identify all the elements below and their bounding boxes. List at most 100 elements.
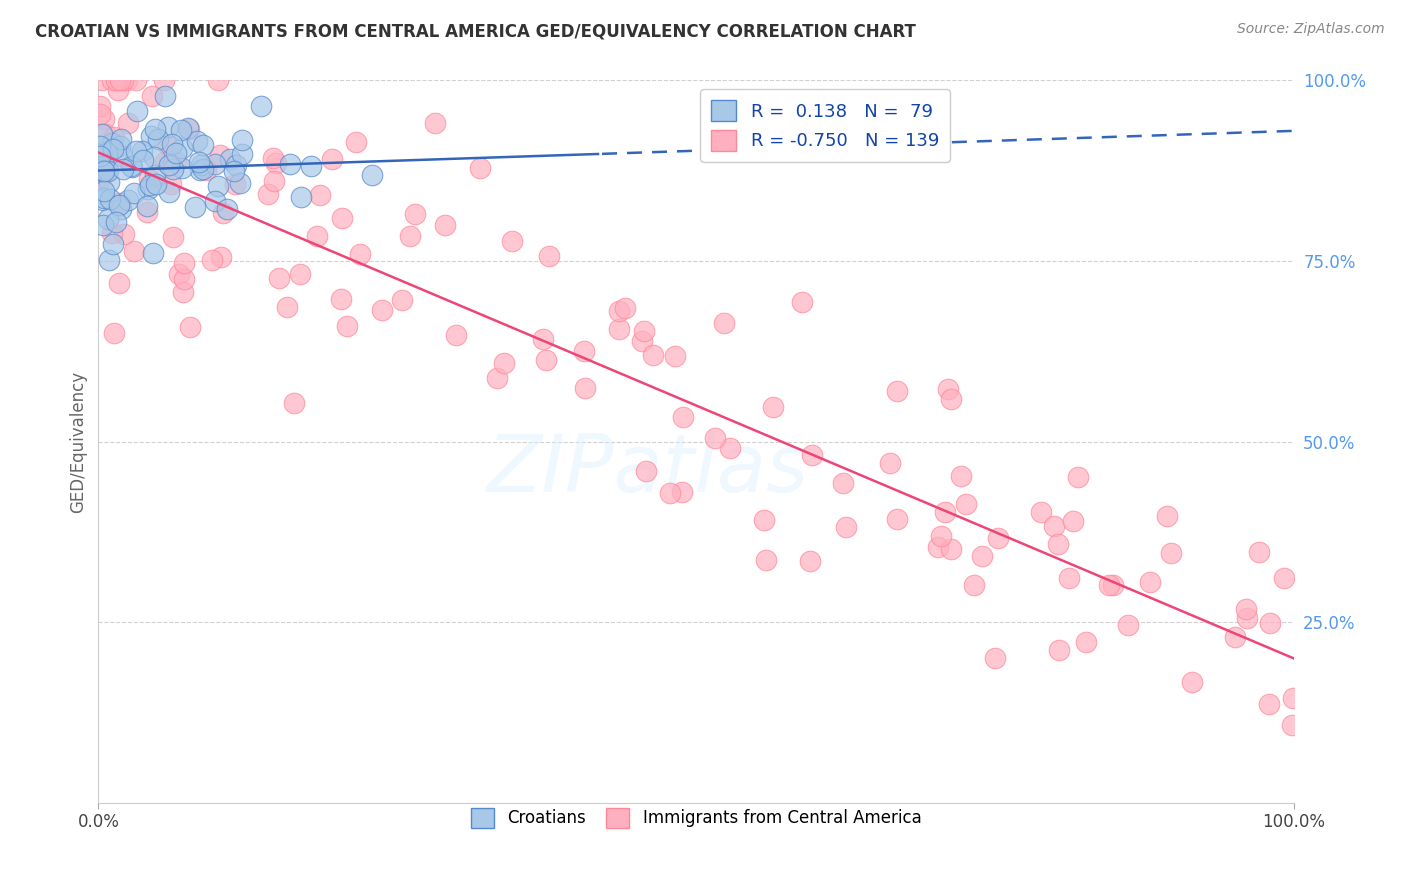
Point bbox=[835, 519, 858, 533]
Point bbox=[672, 409, 695, 424]
Point bbox=[204, 194, 226, 208]
Point bbox=[96, 164, 118, 178]
Point bbox=[262, 151, 284, 165]
Point bbox=[89, 98, 111, 112]
Point bbox=[1116, 618, 1139, 632]
Point bbox=[1272, 571, 1295, 585]
Point bbox=[264, 156, 287, 170]
Point bbox=[139, 178, 162, 193]
Point bbox=[97, 211, 120, 226]
Point bbox=[159, 177, 181, 191]
Point bbox=[201, 253, 224, 268]
Text: ZIPatlas: ZIPatlas bbox=[486, 432, 810, 509]
Point bbox=[120, 159, 142, 173]
Point bbox=[107, 82, 129, 96]
Point bbox=[754, 553, 776, 567]
Point bbox=[336, 318, 359, 333]
Point bbox=[704, 431, 727, 445]
Point bbox=[209, 250, 232, 264]
Point bbox=[107, 73, 129, 87]
Point bbox=[299, 159, 322, 173]
Point bbox=[799, 554, 821, 568]
Point bbox=[671, 485, 693, 500]
Point bbox=[101, 136, 124, 151]
Point bbox=[93, 191, 115, 205]
Point bbox=[170, 161, 193, 176]
Point bbox=[329, 292, 352, 306]
Point bbox=[156, 120, 179, 134]
Point bbox=[89, 170, 111, 185]
Point bbox=[762, 401, 785, 415]
Point bbox=[321, 152, 343, 166]
Point bbox=[468, 161, 491, 175]
Point bbox=[492, 356, 515, 370]
Point bbox=[218, 152, 240, 166]
Point bbox=[659, 486, 682, 500]
Point bbox=[188, 162, 211, 177]
Text: CROATIAN VS IMMIGRANTS FROM CENTRAL AMERICA GED/EQUIVALENCY CORRELATION CHART: CROATIAN VS IMMIGRANTS FROM CENTRAL AMER… bbox=[35, 22, 917, 40]
Point bbox=[574, 382, 596, 396]
Point bbox=[132, 153, 155, 167]
Point bbox=[290, 190, 312, 204]
Point bbox=[190, 158, 212, 172]
Text: Source: ZipAtlas.com: Source: ZipAtlas.com bbox=[1237, 22, 1385, 37]
Point bbox=[125, 145, 148, 159]
Point bbox=[987, 531, 1010, 545]
Point bbox=[222, 164, 245, 178]
Point bbox=[105, 73, 128, 87]
Point bbox=[212, 206, 235, 220]
Point bbox=[886, 384, 908, 398]
Point bbox=[188, 155, 211, 169]
Point bbox=[631, 334, 654, 348]
Point bbox=[801, 448, 824, 462]
Point bbox=[91, 145, 114, 159]
Point bbox=[360, 168, 382, 182]
Point bbox=[93, 112, 115, 126]
Point bbox=[1258, 697, 1281, 711]
Point bbox=[879, 456, 901, 470]
Point bbox=[105, 215, 128, 229]
Point bbox=[305, 228, 328, 243]
Point bbox=[349, 247, 371, 261]
Point bbox=[934, 505, 956, 519]
Point bbox=[101, 226, 124, 240]
Point bbox=[172, 285, 194, 299]
Point bbox=[224, 177, 246, 191]
Point bbox=[263, 174, 285, 188]
Point bbox=[283, 395, 305, 409]
Point bbox=[111, 161, 134, 176]
Point bbox=[183, 200, 205, 214]
Point bbox=[122, 186, 145, 200]
Point bbox=[250, 99, 273, 113]
Point bbox=[1258, 615, 1281, 630]
Point bbox=[344, 135, 367, 149]
Point bbox=[938, 383, 960, 397]
Point bbox=[941, 541, 963, 556]
Point bbox=[193, 161, 215, 176]
Point bbox=[1225, 630, 1247, 644]
Point bbox=[963, 577, 986, 591]
Point bbox=[145, 177, 167, 191]
Point bbox=[91, 218, 114, 232]
Point bbox=[1181, 674, 1204, 689]
Point bbox=[1042, 518, 1064, 533]
Point bbox=[89, 107, 111, 121]
Point bbox=[1282, 690, 1305, 705]
Point bbox=[1047, 643, 1070, 657]
Point bbox=[425, 116, 447, 130]
Point bbox=[131, 145, 153, 159]
Point bbox=[229, 176, 252, 190]
Point bbox=[90, 158, 112, 172]
Point bbox=[142, 246, 165, 260]
Point bbox=[101, 142, 124, 156]
Point bbox=[142, 150, 165, 164]
Point bbox=[143, 122, 166, 136]
Point bbox=[790, 294, 813, 309]
Point bbox=[1074, 635, 1097, 649]
Point bbox=[204, 157, 226, 171]
Point bbox=[153, 73, 176, 87]
Point bbox=[101, 237, 124, 252]
Point bbox=[101, 73, 124, 87]
Point bbox=[93, 127, 115, 141]
Point bbox=[278, 156, 301, 170]
